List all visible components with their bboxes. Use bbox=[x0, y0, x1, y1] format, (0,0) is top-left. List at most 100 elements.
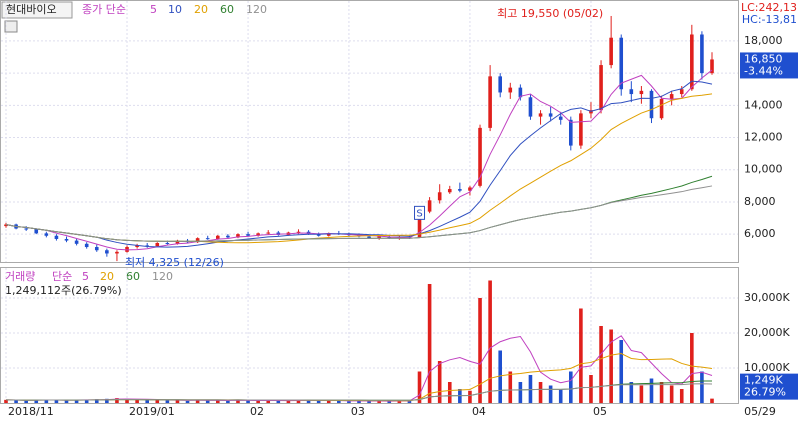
volume-bar bbox=[397, 400, 402, 403]
volume-bar bbox=[205, 400, 210, 403]
x-tick-label: 2018/11 bbox=[8, 405, 54, 418]
volume-bar bbox=[347, 401, 351, 403]
volume-bar bbox=[306, 400, 311, 403]
volume-bar bbox=[528, 374, 533, 403]
x-tick-label: 05 bbox=[593, 405, 607, 418]
chart-title: 현대바이오 bbox=[6, 3, 57, 16]
volume-bar bbox=[64, 400, 69, 403]
grid-icon[interactable] bbox=[4, 20, 18, 33]
volume-bar bbox=[337, 400, 341, 403]
volume-bar bbox=[125, 399, 129, 403]
volume-bar bbox=[155, 399, 160, 403]
candle-body bbox=[690, 34, 694, 90]
candle-body bbox=[246, 234, 250, 236]
volume-bar bbox=[508, 371, 513, 403]
volume-bar bbox=[427, 283, 432, 403]
volume-bar bbox=[105, 398, 109, 403]
candle-body bbox=[216, 235, 220, 239]
candle-body bbox=[669, 94, 674, 99]
legend-ma: 20 bbox=[194, 3, 208, 16]
high-annotation: 최고 19,550 (05/02) bbox=[497, 7, 603, 20]
volume-bar bbox=[24, 400, 28, 403]
volume-bar bbox=[316, 400, 321, 403]
volume-bar bbox=[417, 371, 422, 403]
x-tick-label: 2019/01 bbox=[129, 405, 175, 418]
candle-body bbox=[639, 90, 644, 95]
moving-average bbox=[5, 69, 713, 251]
volume-title: 거래량 bbox=[5, 270, 35, 283]
volume-bar bbox=[690, 332, 694, 403]
candle-body bbox=[105, 250, 109, 254]
volume-tick-label: 10,000K bbox=[744, 361, 790, 374]
last-change: -3.44% bbox=[744, 64, 783, 77]
candle-body bbox=[115, 251, 119, 254]
candle-body bbox=[679, 89, 684, 95]
volume-bar bbox=[377, 400, 381, 403]
last-price: 16,850 bbox=[744, 52, 783, 65]
candle-body bbox=[447, 189, 452, 193]
candle-body bbox=[74, 240, 79, 244]
legend-ma: 60 bbox=[220, 3, 234, 16]
candle-body bbox=[367, 236, 371, 239]
last-volume-pct: 26.79% bbox=[744, 386, 786, 399]
volume-moving-average bbox=[5, 383, 713, 401]
volume-bar bbox=[74, 399, 79, 403]
volume-bar bbox=[488, 280, 492, 403]
volume-info: 1,249,112주(26.79%) bbox=[5, 284, 122, 297]
volume-bar bbox=[286, 400, 291, 403]
candle-body bbox=[558, 116, 563, 120]
candle-body bbox=[548, 113, 553, 117]
volume-bar bbox=[468, 390, 472, 403]
candle-body bbox=[508, 87, 513, 93]
volume-bar bbox=[387, 401, 392, 403]
candle-body bbox=[700, 34, 704, 74]
candle-body bbox=[619, 37, 624, 90]
candle-body bbox=[256, 233, 260, 236]
candle-body bbox=[64, 238, 69, 241]
volume-bar bbox=[54, 400, 59, 403]
title-box[interactable] bbox=[1, 1, 73, 19]
volume-bar bbox=[34, 399, 39, 403]
volume-bar bbox=[367, 401, 371, 403]
candle-body bbox=[296, 231, 301, 233]
volume-bar bbox=[145, 400, 149, 403]
y-tick-label: 14,000 bbox=[744, 98, 783, 111]
volume-bar bbox=[296, 399, 301, 403]
volume-bar bbox=[165, 400, 170, 403]
candle-body bbox=[377, 236, 381, 239]
last-volume-box bbox=[740, 373, 798, 400]
volume-bar bbox=[326, 400, 331, 403]
volume-bar bbox=[478, 297, 482, 403]
volume-bar bbox=[185, 400, 190, 403]
x-tick-label: 04 bbox=[472, 405, 486, 418]
volume-bar bbox=[14, 400, 18, 403]
volume-bar bbox=[538, 381, 543, 403]
volume-bar bbox=[357, 400, 361, 403]
candle-body bbox=[437, 192, 442, 201]
candle-body bbox=[579, 113, 583, 146]
candle-body bbox=[195, 238, 200, 243]
volume-bar bbox=[619, 339, 624, 403]
volume-bar bbox=[447, 381, 452, 403]
volume-bar bbox=[639, 385, 644, 403]
legend-volume-ma: 20 bbox=[100, 270, 114, 283]
volume-bar bbox=[216, 400, 220, 403]
hc: HC:-13,81 bbox=[742, 13, 797, 26]
candle-body bbox=[135, 245, 139, 248]
volume-bar bbox=[649, 378, 654, 403]
candle-body bbox=[417, 211, 422, 238]
volume-bar bbox=[710, 398, 714, 403]
volume-bar bbox=[407, 400, 412, 403]
volume-bar bbox=[569, 371, 573, 403]
volume-bar bbox=[44, 399, 49, 403]
candle-body bbox=[54, 235, 59, 239]
candle-body bbox=[538, 113, 543, 117]
signal-label: S bbox=[416, 208, 422, 219]
candle-body bbox=[84, 243, 89, 248]
candle-body bbox=[710, 59, 714, 74]
legend-volume-ma: 5 bbox=[82, 270, 89, 283]
candle-body bbox=[518, 87, 523, 98]
y-tick-label: 12,000 bbox=[744, 131, 783, 144]
y-tick-label: 18,000 bbox=[744, 34, 783, 47]
volume-bar bbox=[518, 381, 523, 403]
